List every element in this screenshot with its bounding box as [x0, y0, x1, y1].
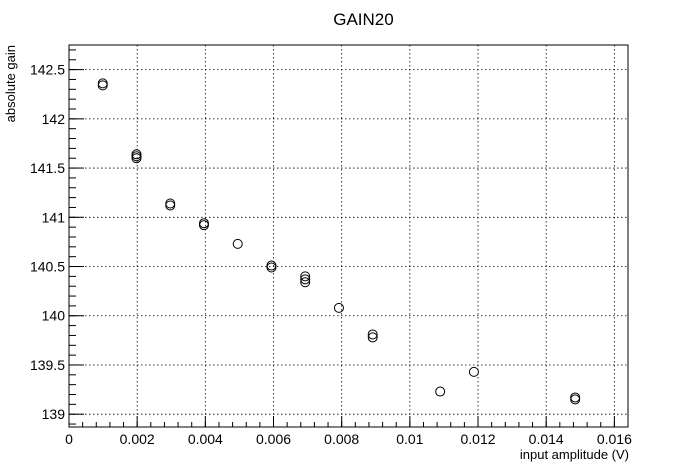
data-point — [198, 220, 209, 231]
x-tick-label: 0.002 — [120, 431, 155, 447]
data-point — [367, 329, 378, 340]
data-point — [333, 302, 344, 313]
y-tick-label: 142.5 — [30, 62, 65, 78]
data-points — [97, 78, 581, 405]
grid-lines — [69, 45, 628, 427]
data-point — [300, 274, 311, 285]
y-tick-label: 142 — [42, 111, 66, 127]
data-point — [266, 262, 277, 273]
x-tick-label: 0.004 — [188, 431, 223, 447]
data-point — [131, 153, 142, 164]
data-point — [165, 200, 176, 211]
y-axis-label: absolute gain — [3, 45, 18, 122]
data-point — [97, 80, 108, 91]
y-tick-labels: 139 139.5 140 140.5 141 141.5 142 142.5 — [30, 62, 65, 423]
x-tick-label: 0.016 — [597, 431, 632, 447]
x-tick-label: 0.014 — [529, 431, 564, 447]
y-tick-label: 139.5 — [30, 357, 65, 373]
chart-title: GAIN20 — [333, 10, 393, 29]
x-tick-label: 0.006 — [256, 431, 291, 447]
y-tick-label: 141.5 — [30, 160, 65, 176]
y-tick-label: 139 — [42, 406, 66, 422]
y-tick-label: 140 — [42, 308, 66, 324]
data-point — [570, 394, 581, 405]
x-tick-labels: 0 0.002 0.004 0.006 0.008 0.01 0.012 0.014 0.016 — [65, 431, 632, 447]
x-axis-label: input amplitude (V) — [520, 447, 629, 462]
y-tick-label: 141 — [42, 209, 66, 225]
x-tick-label: 0.012 — [461, 431, 496, 447]
plot-frame — [68, 44, 629, 428]
data-point — [435, 386, 446, 397]
data-point — [300, 271, 311, 282]
axis-ticks — [68, 49, 629, 427]
x-tick-label: 0.008 — [324, 431, 359, 447]
data-point — [367, 332, 378, 343]
x-tick-label: 0.01 — [396, 431, 423, 447]
y-tick-label: 140.5 — [30, 259, 65, 275]
data-point — [468, 366, 479, 377]
data-point — [232, 238, 243, 249]
x-tick-label: 0 — [65, 431, 73, 447]
data-point — [300, 277, 311, 288]
